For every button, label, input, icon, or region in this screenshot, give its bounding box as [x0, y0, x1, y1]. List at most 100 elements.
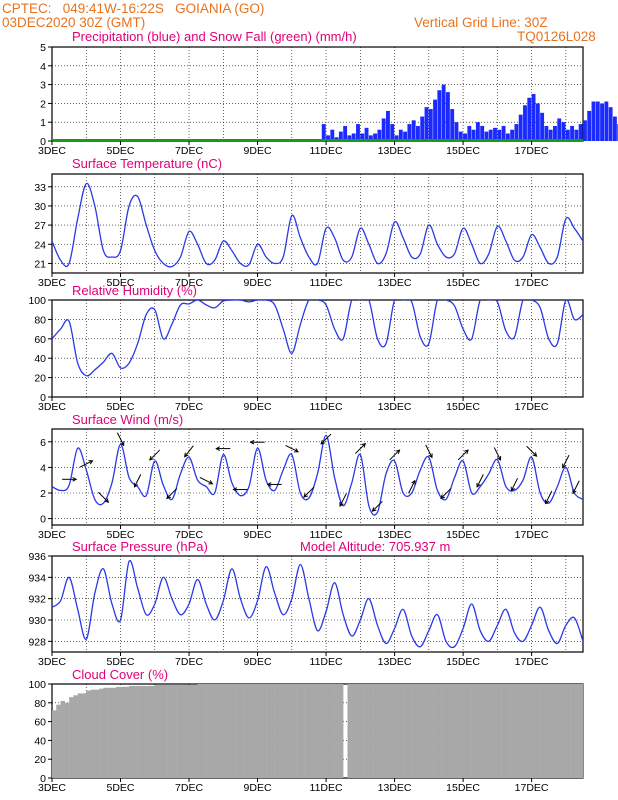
temp-series-line	[52, 182, 583, 268]
precip-bar	[574, 129, 579, 141]
cloud-bar	[184, 684, 190, 778]
wind-arrow	[389, 449, 400, 461]
cloud-bar	[360, 684, 365, 778]
precip-ytick-label: 1	[40, 117, 46, 129]
wind-ytick-label: 0	[40, 514, 46, 526]
cloud-bar	[236, 684, 241, 778]
cloud-bar	[214, 684, 220, 778]
wind-arrow-head	[266, 482, 272, 487]
cloud-bar	[326, 684, 331, 778]
humidity-ytick-label: 80	[34, 314, 46, 326]
cloud-bar	[527, 684, 532, 778]
humidity-xtick-label: 11DEC	[310, 401, 343, 413]
temp-ytick-label: 30	[34, 201, 46, 213]
cloud-bar	[403, 684, 408, 778]
cloud-bar	[390, 684, 395, 778]
cloud-bar	[475, 684, 481, 778]
wind-xtick-label: 7DEC	[175, 529, 203, 541]
precip-bar	[505, 133, 510, 141]
wind-arrow-head	[464, 449, 469, 455]
cloud-bar	[154, 684, 160, 778]
wind-arrow-head	[88, 460, 94, 465]
cloud-bar	[535, 684, 541, 778]
cloud-bar	[484, 684, 489, 778]
cloud-bar	[321, 684, 327, 778]
precip-xtick-label: 15DEC	[446, 145, 480, 157]
precip-bar	[493, 127, 497, 141]
cloud-xtick-label: 3DEC	[38, 782, 66, 794]
temp-ytick-label: 27	[34, 220, 46, 232]
pressure-xtick-label: 13DEC	[378, 656, 412, 668]
cloud-bar	[56, 704, 61, 778]
precip-ytick-label: 0	[40, 136, 46, 148]
cloud-bar	[493, 684, 498, 778]
pressure-ytick-label: 930	[28, 615, 46, 627]
wind-xtick-label: 13DEC	[378, 529, 412, 541]
wind-arrow-head	[184, 452, 189, 458]
precip-bar	[608, 107, 613, 141]
temp-panel-title: Surface Temperature (nC)	[72, 156, 222, 171]
wind-ytick-label: 2	[40, 488, 46, 500]
pressure-xtick-label: 7DEC	[175, 656, 203, 668]
wind-arrow	[425, 444, 433, 458]
cloud-bar	[180, 684, 185, 778]
precip-bar	[531, 94, 536, 141]
wind-arrow-head	[428, 453, 433, 459]
precip-bar	[523, 105, 527, 141]
wind-arrow	[285, 445, 299, 453]
temp-xtick-label: 5DEC	[107, 277, 135, 289]
precip-xtick-label: 17DEC	[515, 145, 549, 157]
precip-bar	[398, 129, 403, 141]
wind-arrow-head	[149, 455, 154, 461]
humidity-xtick-label: 7DEC	[175, 401, 203, 413]
wind-series-line	[52, 434, 583, 516]
precip-bar	[471, 129, 476, 141]
wind-arrow-head	[166, 494, 171, 500]
precip-bar	[475, 122, 480, 141]
cloud-bar	[356, 684, 361, 778]
humidity-xtick-label: 3DEC	[38, 401, 66, 413]
wind-xtick-label: 17DEC	[515, 529, 549, 541]
wind-arrow	[303, 486, 315, 498]
precip-bar	[458, 131, 463, 141]
cloud-xtick-label: 15DEC	[446, 782, 480, 794]
humidity-xtick-label: 15DEC	[446, 401, 480, 413]
wind-arrow	[320, 433, 332, 445]
precip-ytick-label: 3	[40, 80, 46, 92]
cloud-bar	[231, 684, 237, 778]
precip-bar	[338, 131, 343, 141]
cloud-bar	[176, 684, 181, 778]
cloud-bar	[64, 702, 70, 778]
precip-bar	[386, 110, 390, 141]
pressure-xtick-label: 9DEC	[244, 656, 272, 668]
precip-bar	[578, 124, 583, 141]
wind-arrow-head	[510, 486, 515, 492]
cloud-bar	[458, 684, 464, 778]
cloud-bar	[193, 684, 198, 778]
wind-arrow	[562, 454, 570, 468]
pressure-ytick-label: 928	[28, 636, 46, 648]
cloud-ytick-label: 20	[34, 754, 46, 766]
wind-ytick-label: 6	[40, 437, 46, 449]
wind-arrow-head	[249, 439, 255, 445]
cloud-bar	[514, 684, 519, 778]
precip-bar	[612, 116, 617, 141]
cloud-bar	[480, 684, 485, 778]
temp-xtick-label: 9DEC	[244, 277, 272, 289]
cloud-ytick-label: 60	[34, 717, 46, 729]
cloud-bar	[248, 684, 254, 778]
cloud-bar	[407, 684, 412, 778]
precip-bar	[501, 125, 506, 141]
cloud-bar	[411, 684, 417, 778]
cloud-bar	[570, 684, 575, 778]
precip-bar	[360, 133, 365, 141]
cloud-bar	[103, 687, 108, 778]
wind-arrow	[457, 449, 469, 461]
cloud-bar	[201, 684, 207, 778]
wind-arrow	[355, 443, 366, 454]
cloud-ytick-label: 0	[40, 773, 46, 785]
cloud-bar	[141, 685, 147, 778]
cloud-bar	[133, 685, 138, 778]
cloud-bar	[197, 684, 203, 778]
temp-xtick-label: 3DEC	[38, 277, 66, 289]
